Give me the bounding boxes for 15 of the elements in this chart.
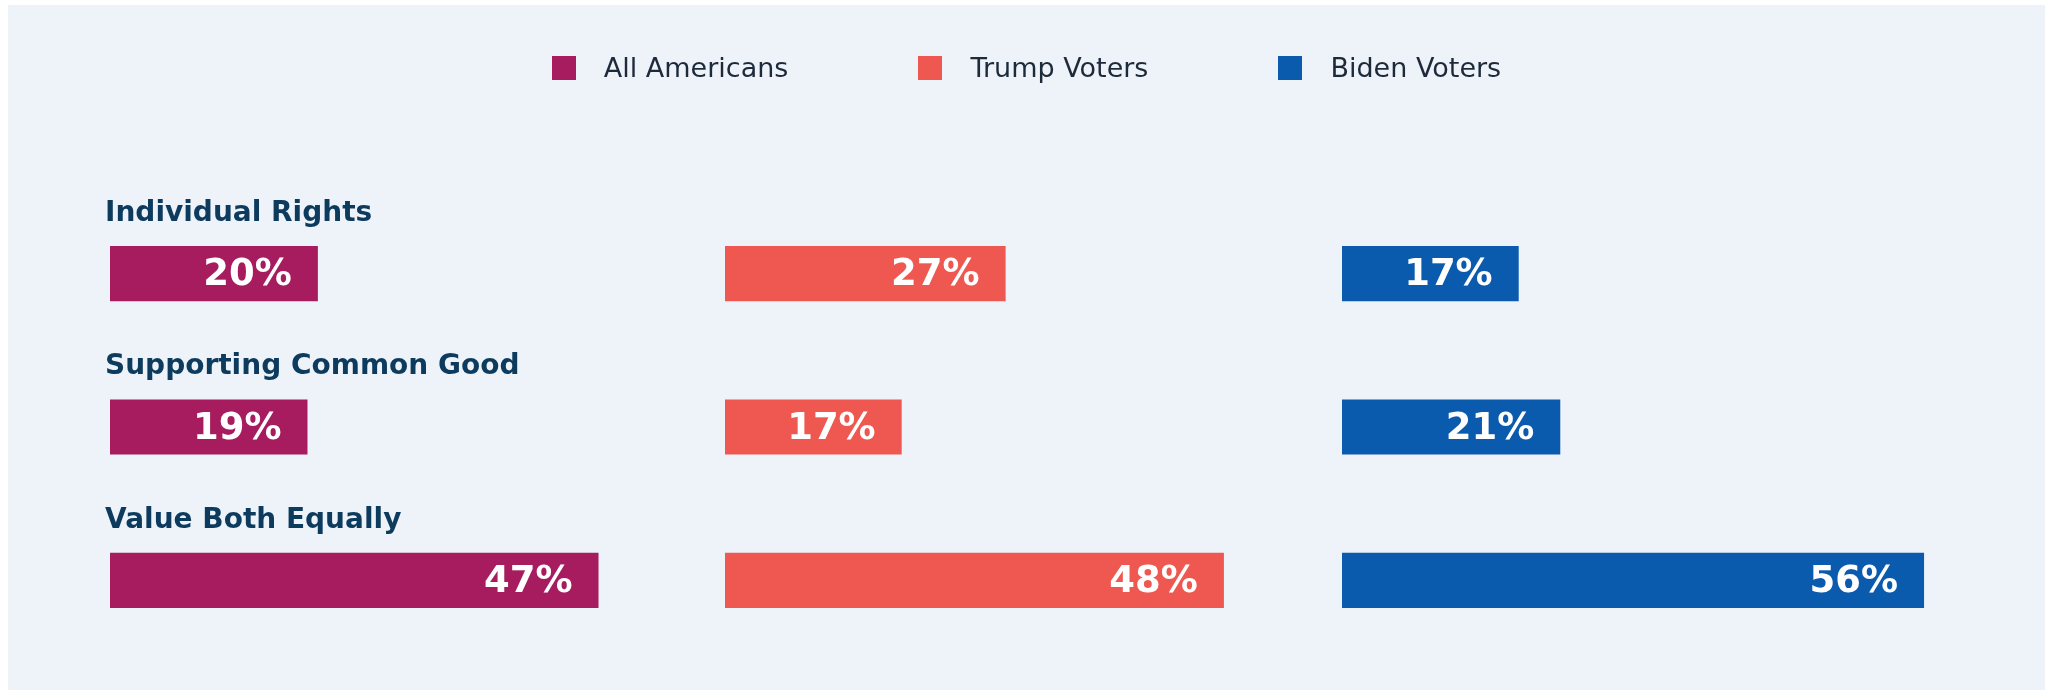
data-label: 47% <box>483 557 573 601</box>
legend-label: Trump Voters <box>970 52 1149 83</box>
data-label: 20% <box>203 251 292 295</box>
y-tick-label: Individual Rights <box>105 194 373 228</box>
data-label: 27% <box>891 251 980 295</box>
data-label: 56% <box>1809 557 1899 601</box>
y-tick-label: Supporting Common Good <box>105 348 520 382</box>
data-label: 48% <box>1109 557 1198 601</box>
data-label: 21% <box>1445 404 1535 448</box>
legend-label: All Americans <box>603 52 789 83</box>
data-label: 17% <box>787 404 876 448</box>
y-tick-label: Value Both Equally <box>105 501 402 535</box>
legend-label: Biden Voters <box>1330 52 1502 83</box>
data-label: 17% <box>1404 251 1493 295</box>
data-label: 19% <box>192 404 282 448</box>
